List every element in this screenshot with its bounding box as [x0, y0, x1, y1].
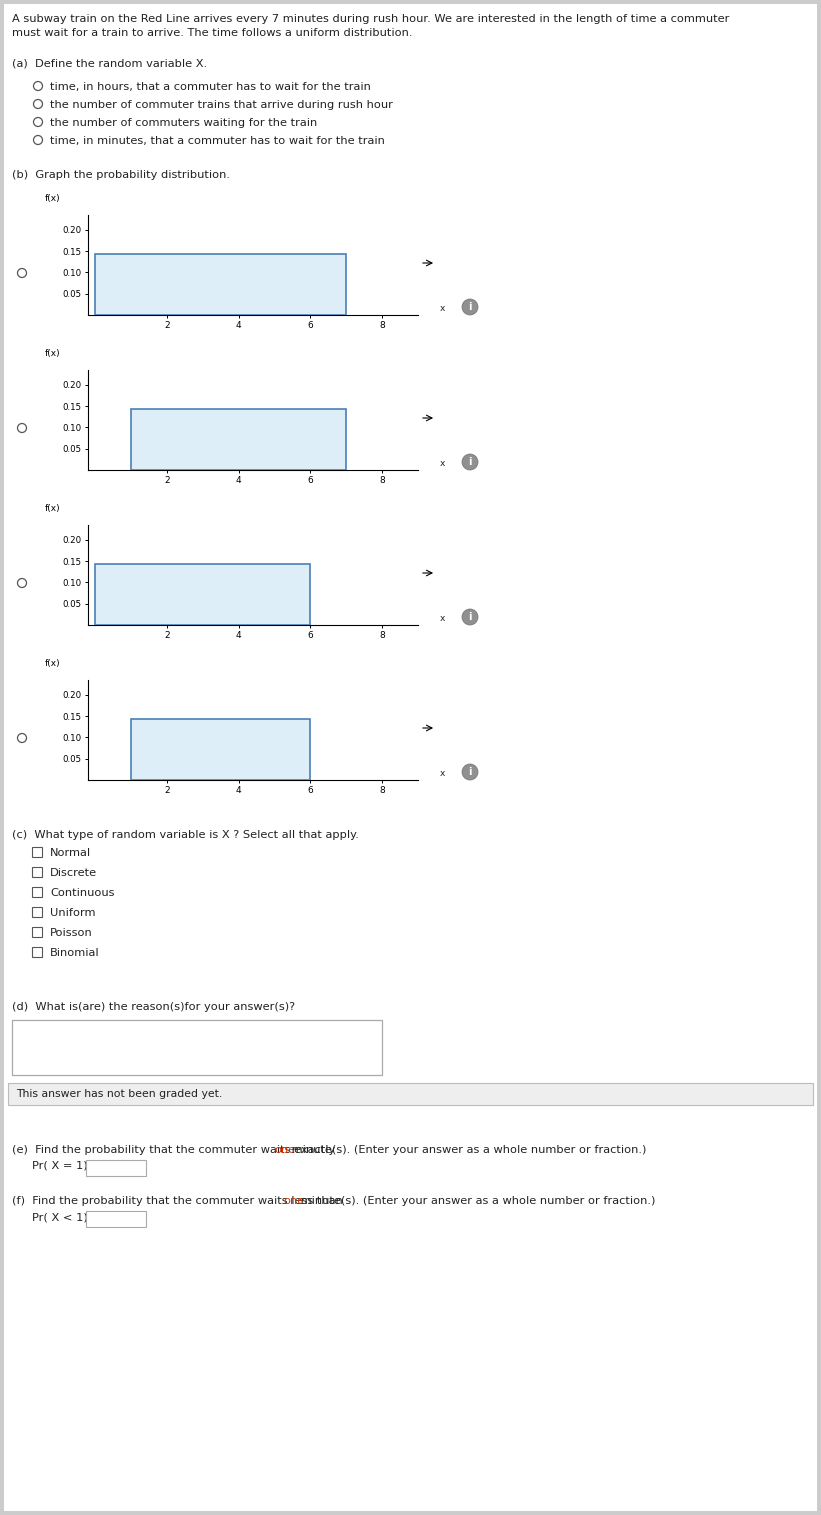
- FancyBboxPatch shape: [86, 1160, 146, 1176]
- Text: f(x): f(x): [45, 504, 61, 514]
- FancyBboxPatch shape: [32, 886, 42, 897]
- Bar: [95, 564, 310, 626]
- Text: Normal: Normal: [50, 847, 91, 857]
- FancyBboxPatch shape: [12, 1020, 382, 1076]
- Text: Discrete: Discrete: [50, 868, 97, 877]
- FancyBboxPatch shape: [32, 867, 42, 877]
- Text: f(x): f(x): [45, 348, 61, 358]
- FancyBboxPatch shape: [8, 1083, 813, 1104]
- FancyBboxPatch shape: [32, 907, 42, 917]
- Text: Pr( X = 1) =: Pr( X = 1) =: [32, 1160, 101, 1171]
- Text: (b)  Graph the probability distribution.: (b) Graph the probability distribution.: [12, 170, 230, 180]
- Text: x: x: [440, 305, 445, 314]
- Bar: [131, 409, 346, 470]
- Text: Uniform: Uniform: [50, 907, 95, 918]
- Text: i: i: [468, 767, 472, 777]
- Text: x: x: [440, 459, 445, 468]
- Text: Poisson: Poisson: [50, 927, 93, 938]
- Text: time, in hours, that a commuter has to wait for the train: time, in hours, that a commuter has to w…: [50, 82, 371, 92]
- Text: Pr( X < 1) =: Pr( X < 1) =: [32, 1212, 101, 1223]
- Text: f(x): f(x): [45, 659, 61, 668]
- Text: x: x: [440, 614, 445, 623]
- Text: x: x: [440, 770, 445, 779]
- Text: the number of commuter trains that arrive during rush hour: the number of commuter trains that arriv…: [50, 100, 393, 111]
- Text: (e)  Find the probability that the commuter waits exactly: (e) Find the probability that the commut…: [12, 1145, 339, 1154]
- Text: minute(s). (Enter your answer as a whole number or fraction.): minute(s). (Enter your answer as a whole…: [296, 1195, 655, 1206]
- Text: the number of commuters waiting for the train: the number of commuters waiting for the …: [50, 118, 317, 127]
- Text: one: one: [274, 1145, 296, 1154]
- FancyBboxPatch shape: [32, 947, 42, 957]
- Bar: [131, 720, 310, 780]
- Circle shape: [462, 298, 478, 315]
- Circle shape: [462, 609, 478, 626]
- Text: Binomial: Binomial: [50, 947, 99, 957]
- Text: i: i: [468, 301, 472, 312]
- Text: A subway train on the Red Line arrives every 7 minutes during rush hour. We are : A subway train on the Red Line arrives e…: [12, 14, 729, 24]
- Text: (f)  Find the probability that the commuter waits less than: (f) Find the probability that the commut…: [12, 1195, 346, 1206]
- Text: one: one: [283, 1195, 305, 1206]
- Text: f(x): f(x): [45, 194, 61, 203]
- Text: i: i: [468, 458, 472, 467]
- FancyBboxPatch shape: [32, 847, 42, 857]
- FancyBboxPatch shape: [4, 5, 817, 1510]
- Text: This answer has not been graded yet.: This answer has not been graded yet.: [16, 1089, 222, 1098]
- Text: i: i: [468, 612, 472, 623]
- Circle shape: [462, 764, 478, 780]
- Circle shape: [462, 454, 478, 470]
- Text: (c)  What type of random variable is X ? Select all that apply.: (c) What type of random variable is X ? …: [12, 830, 359, 839]
- Text: (a)  Define the random variable X.: (a) Define the random variable X.: [12, 58, 207, 68]
- Text: Continuous: Continuous: [50, 888, 114, 897]
- Text: time, in minutes, that a commuter has to wait for the train: time, in minutes, that a commuter has to…: [50, 136, 385, 145]
- FancyBboxPatch shape: [86, 1210, 146, 1227]
- Bar: [95, 255, 346, 315]
- FancyBboxPatch shape: [32, 927, 42, 936]
- Text: (d)  What is(are) the reason(s)for your answer(s)?: (d) What is(are) the reason(s)for your a…: [12, 1001, 295, 1012]
- Text: must wait for a train to arrive. The time follows a uniform distribution.: must wait for a train to arrive. The tim…: [12, 27, 412, 38]
- Text: minute(s). (Enter your answer as a whole number or fraction.): minute(s). (Enter your answer as a whole…: [287, 1145, 646, 1154]
